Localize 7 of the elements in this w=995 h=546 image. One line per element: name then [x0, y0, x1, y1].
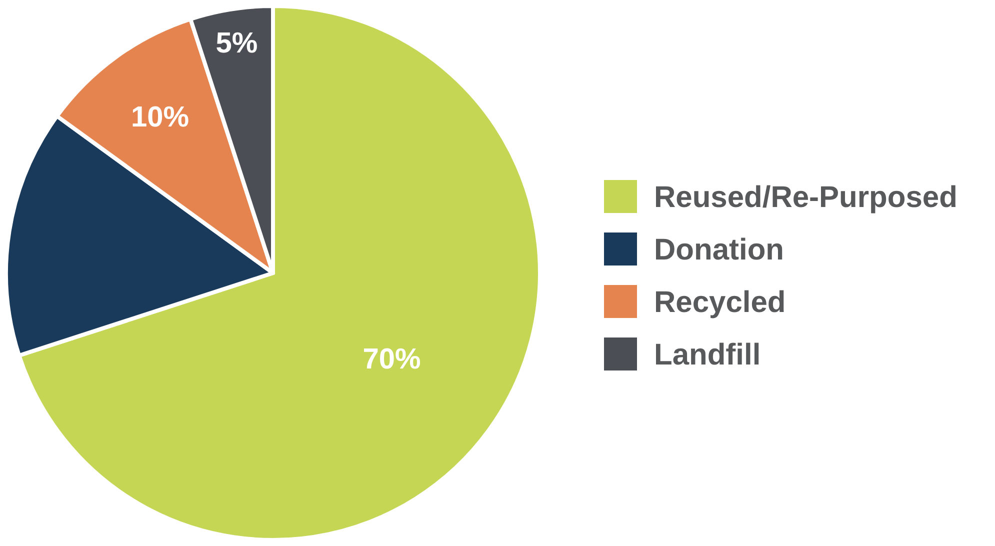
legend-label: Recycled — [654, 286, 786, 319]
legend-label: Donation — [654, 234, 784, 266]
data-label: 5% — [216, 28, 258, 60]
legend-label: Reused/Re-Purposed — [654, 181, 958, 214]
data-label: 70% — [362, 343, 422, 376]
data-label: 10% — [130, 101, 190, 134]
legend-label: Landfill — [654, 338, 761, 372]
